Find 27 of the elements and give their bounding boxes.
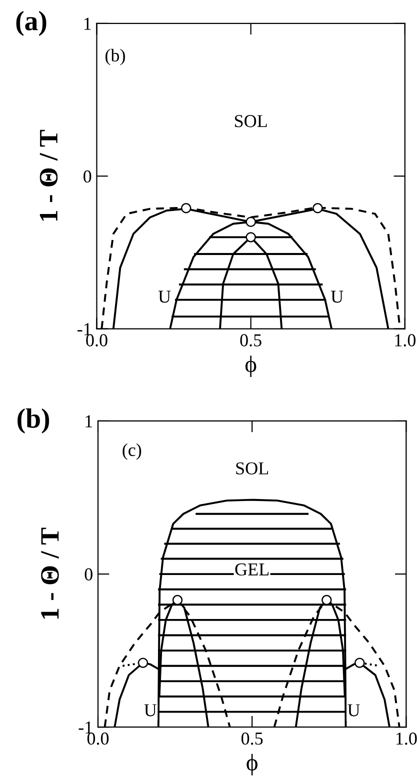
annotation: U: [158, 290, 171, 303]
chart-title: (b): [18, 408, 50, 434]
y-tick-label: 1: [84, 18, 91, 30]
y-tick-label: 0: [84, 170, 92, 183]
annotation: (c): [122, 443, 142, 460]
annotation: U: [330, 290, 344, 303]
annotation: GEL: [235, 563, 269, 576]
y-tick-label: 0: [84, 568, 92, 580]
annotation: U: [348, 704, 360, 716]
y-tick-label: -1: [78, 721, 92, 734]
y-axis-title: 1 - Θ / T: [41, 528, 59, 619]
x-axis-title: ϕ: [245, 356, 256, 378]
chart-title: (a): [16, 10, 46, 36]
x-tick-label: 0.5: [241, 732, 263, 745]
x-tick-label: 1.0: [396, 732, 417, 745]
annotation: U: [144, 704, 157, 716]
y-tick-label: 1: [86, 415, 92, 428]
y-axis-title: 1 - Θ / T: [40, 130, 58, 221]
x-tick-label: 0.5: [240, 334, 262, 346]
annotation: SOL: [236, 462, 268, 474]
x-tick-label: 0.0: [86, 334, 108, 346]
x-tick-label: 0.0: [87, 732, 109, 745]
x-tick-label: 1.0: [395, 334, 416, 346]
y-tick-label: -1: [78, 323, 91, 336]
annotation: (b): [106, 48, 125, 66]
annotation: SOL: [234, 115, 267, 128]
x-axis-title: ϕ: [246, 754, 258, 776]
